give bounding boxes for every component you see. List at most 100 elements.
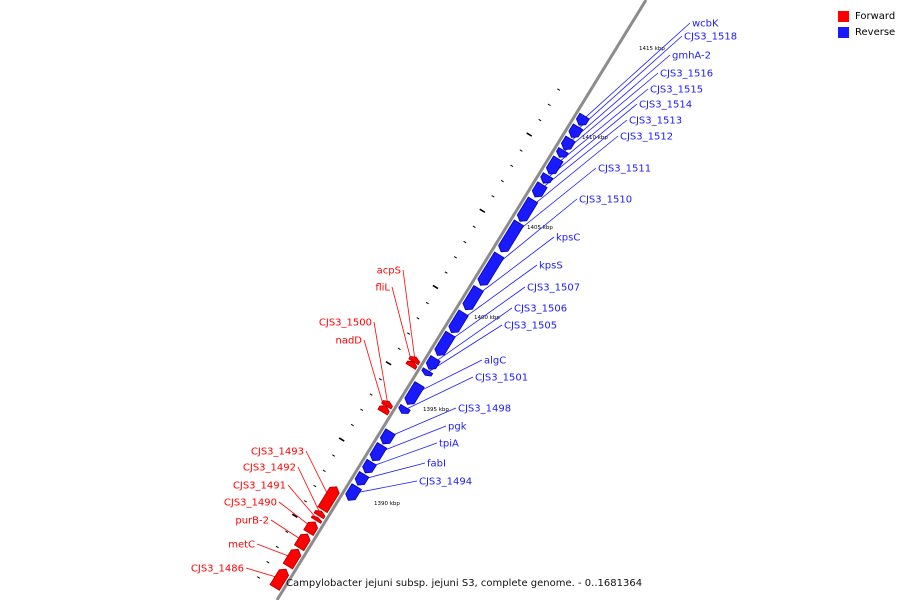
ruler-tick bbox=[500, 179, 504, 183]
ruler-label-1415: 1415 kbp bbox=[639, 46, 665, 52]
leader-line-pgk bbox=[377, 425, 447, 454]
ruler-tick bbox=[479, 208, 486, 214]
legend: Forward Reverse bbox=[838, 8, 895, 40]
ruler-tick bbox=[378, 378, 382, 381]
gene-arrow-CJS3_1511 bbox=[498, 219, 525, 253]
leader-line-wcbK bbox=[581, 22, 691, 121]
gene-arrow-CJS3_1510 bbox=[477, 251, 505, 286]
ruler-tick bbox=[332, 454, 336, 457]
gene-arrow-CJS3_1514 bbox=[540, 172, 554, 184]
gene-label-gmhA-2: gmhA-2 bbox=[672, 51, 711, 62]
gene-label-fabI: fabI bbox=[427, 459, 446, 470]
ruler-label-1390: 1390 kbp bbox=[374, 501, 400, 507]
gene-label-kpsS: kpsS bbox=[539, 261, 563, 272]
gene-features bbox=[269, 112, 590, 591]
ruler-tick bbox=[491, 195, 495, 198]
leader-line-fabI bbox=[360, 462, 426, 481]
gene-label-CJS3_1506: CJS3_1506 bbox=[514, 304, 567, 315]
leader-line-CJS3_1512 bbox=[526, 135, 619, 211]
legend-forward-label: Forward bbox=[855, 10, 896, 22]
gene-label-CJS3_1510: CJS3_1510 bbox=[579, 195, 632, 206]
ruler-tick bbox=[369, 393, 373, 396]
label-leaders bbox=[245, 22, 691, 579]
ruler-tick bbox=[266, 561, 270, 564]
tick-marks bbox=[257, 88, 561, 579]
leader-line-CJS3_1490 bbox=[278, 501, 313, 528]
ruler-label-1400: 1400 kbp bbox=[474, 315, 500, 321]
ruler-tick bbox=[472, 225, 476, 229]
ruler-tick bbox=[538, 118, 542, 122]
gene-arrow-wcbK bbox=[575, 112, 590, 126]
leader-line-CJS3_1510 bbox=[489, 198, 578, 271]
leader-line-nadD bbox=[363, 339, 385, 410]
gene-label-CJS3_1493: CJS3_1493 bbox=[251, 447, 304, 458]
gene-arrow-fabI bbox=[354, 470, 370, 486]
gene-label-CJS3_1494: CJS3_1494 bbox=[419, 477, 472, 488]
leader-line-CJS3_1500 bbox=[373, 321, 389, 404]
leader-line-CJS3_1511 bbox=[509, 167, 597, 238]
leader-line-purB-2 bbox=[270, 519, 304, 542]
leader-line-CJS3_1493 bbox=[305, 450, 330, 499]
gene-arrow-CJS3_1505 bbox=[421, 367, 434, 377]
ruler-tick bbox=[275, 545, 279, 549]
gene-arrow-CJS3_1498 bbox=[379, 428, 396, 445]
ruler-tick bbox=[257, 576, 261, 579]
gene-label-CJS3_1491: CJS3_1491 bbox=[233, 481, 286, 492]
gene-label-tpiA: tpiA bbox=[439, 439, 459, 450]
gene-arrow-nadD bbox=[377, 405, 390, 416]
ruler-tick bbox=[519, 149, 523, 152]
leader-line-fliL bbox=[391, 286, 413, 365]
ruler-label-1395: 1395 kbp bbox=[423, 407, 449, 413]
ruler-label-1405: 1405 kbp bbox=[527, 225, 553, 231]
leader-line-CJS3_1505 bbox=[426, 324, 503, 374]
leader-line-tpiA bbox=[368, 442, 438, 468]
leader-line-CJS3_1491 bbox=[287, 484, 318, 520]
gene-arrow-acpS bbox=[408, 355, 421, 366]
leader-line-CJS3_1513 bbox=[538, 119, 628, 192]
reverse-swatch bbox=[838, 26, 849, 38]
gene-label-wcbK: wcbK bbox=[692, 19, 719, 30]
gene-arrow-fliL bbox=[405, 360, 418, 370]
gene-label-CJS3_1513: CJS3_1513 bbox=[629, 116, 682, 127]
gene-label-CJS3_1505: CJS3_1505 bbox=[504, 321, 557, 332]
gene-label-pgk: pgk bbox=[448, 422, 467, 433]
leader-line-CJS3_1506 bbox=[431, 307, 513, 365]
leader-line-acpS bbox=[402, 269, 416, 360]
gene-arrow-CJS3_1501 bbox=[398, 403, 411, 414]
ruler-tick bbox=[407, 332, 411, 335]
ruler-tick bbox=[322, 469, 326, 472]
gene-arrow-CJS3_1513 bbox=[531, 181, 548, 198]
gene-arrow-kpsC bbox=[462, 284, 484, 311]
forward-swatch bbox=[838, 10, 849, 22]
ruler-tick bbox=[463, 240, 467, 244]
ruler-tick bbox=[360, 408, 364, 412]
gene-label-nadD: nadD bbox=[335, 336, 362, 347]
ruler-tick bbox=[350, 423, 354, 427]
ruler-tick bbox=[385, 361, 392, 366]
ruler-tick bbox=[547, 103, 551, 107]
gene-arrow-tpiA bbox=[362, 458, 377, 474]
gene-arrow-pgk bbox=[369, 441, 388, 462]
gene-arrow-CJS3_1518 bbox=[568, 123, 584, 138]
gene-label-metC: metC bbox=[228, 540, 255, 551]
ruler-tick bbox=[285, 530, 289, 533]
gene-arrow-CJS3_1507 bbox=[434, 330, 456, 356]
gene-label-CJS3_1511: CJS3_1511 bbox=[598, 164, 651, 175]
leader-line-CJS3_1514 bbox=[545, 103, 638, 180]
leader-line-CJS3_1494 bbox=[352, 480, 418, 494]
gene-label-CJS3_1514: CJS3_1514 bbox=[639, 100, 692, 111]
ruler-tick bbox=[510, 164, 514, 168]
gene-label-CJS3_1498: CJS3_1498 bbox=[458, 404, 511, 415]
ruler-tick bbox=[432, 284, 439, 290]
gene-arrow-gmhA-2 bbox=[560, 135, 576, 151]
gene-label-CJS3_1492: CJS3_1492 bbox=[243, 463, 296, 474]
gene-arrow-CJS3_1492 bbox=[313, 509, 326, 520]
gene-label-kpsC: kpsC bbox=[556, 233, 580, 244]
legend-reverse: Reverse bbox=[838, 24, 895, 40]
ruler-tick bbox=[303, 500, 307, 503]
gene-arrow-CJS3_1486 bbox=[269, 568, 290, 591]
ruler-tick bbox=[526, 132, 533, 137]
gene-arrow-CJS3_1490 bbox=[303, 521, 319, 537]
leader-line-kpsC bbox=[471, 236, 555, 300]
gene-arrow-CJS3_1506 bbox=[425, 355, 441, 370]
